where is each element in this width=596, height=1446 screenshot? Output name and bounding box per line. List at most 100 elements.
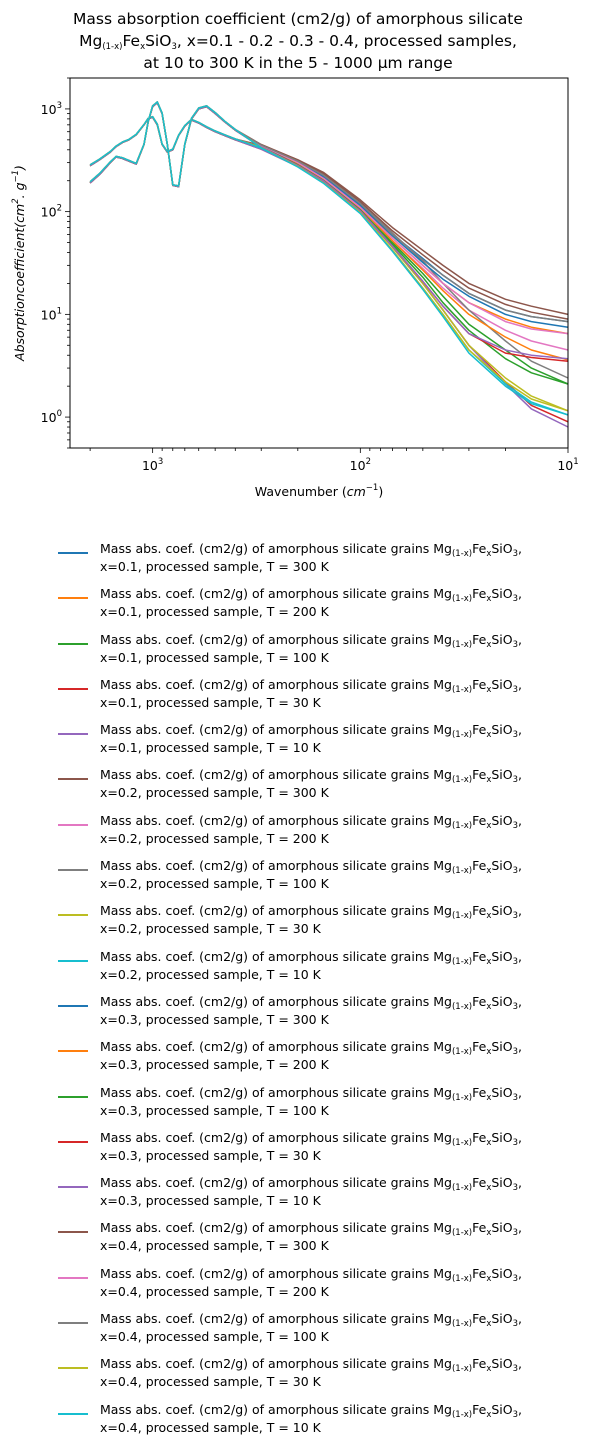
series-line-1 bbox=[90, 117, 568, 321]
legend-item: Mass abs. coef. (cm2/g) of amorphous sil… bbox=[58, 1265, 588, 1310]
legend-label-suffix: x=0.4, processed sample, T = 200 K bbox=[100, 1283, 522, 1301]
series-line-2 bbox=[90, 117, 568, 333]
legend-item: Mass abs. coef. (cm2/g) of amorphous sil… bbox=[58, 1129, 588, 1174]
series-line-3 bbox=[90, 117, 568, 384]
legend-formula: Mg(1-x)FexSiO3, bbox=[433, 632, 522, 647]
legend-formula: Mg(1-x)FexSiO3, bbox=[433, 1266, 522, 1281]
legend-formula: Mg(1-x)FexSiO3, bbox=[433, 586, 522, 601]
legend-swatch bbox=[58, 552, 88, 554]
legend-formula: Mg(1-x)FexSiO3, bbox=[433, 677, 522, 692]
legend-item: Mass abs. coef. (cm2/g) of amorphous sil… bbox=[58, 585, 588, 630]
legend-swatch bbox=[58, 1186, 88, 1188]
legend-formula: Mg(1-x)FexSiO3, bbox=[433, 858, 522, 873]
legend-label: Mass abs. coef. (cm2/g) of amorphous sil… bbox=[100, 902, 522, 938]
legend-item: Mass abs. coef. (cm2/g) of amorphous sil… bbox=[58, 993, 588, 1038]
legend-label-suffix: x=0.4, processed sample, T = 300 K bbox=[100, 1237, 522, 1255]
legend-label: Mass abs. coef. (cm2/g) of amorphous sil… bbox=[100, 812, 522, 848]
legend-label-suffix: x=0.2, processed sample, T = 300 K bbox=[100, 784, 522, 802]
x-tick-label: 101 bbox=[557, 457, 578, 473]
legend-label: Mass abs. coef. (cm2/g) of amorphous sil… bbox=[100, 540, 522, 576]
legend-item: Mass abs. coef. (cm2/g) of amorphous sil… bbox=[58, 1219, 588, 1264]
legend-label-prefix: Mass abs. coef. (cm2/g) of amorphous sil… bbox=[100, 677, 433, 692]
legend-label: Mass abs. coef. (cm2/g) of amorphous sil… bbox=[100, 1310, 522, 1346]
legend-item: Mass abs. coef. (cm2/g) of amorphous sil… bbox=[58, 1084, 588, 1129]
y-tick-label: 101 bbox=[41, 306, 62, 322]
legend-label-suffix: x=0.2, processed sample, T = 200 K bbox=[100, 830, 522, 848]
legend-label: Mass abs. coef. (cm2/g) of amorphous sil… bbox=[100, 857, 522, 893]
legend-label-prefix: Mass abs. coef. (cm2/g) of amorphous sil… bbox=[100, 1266, 433, 1281]
legend-item: Mass abs. coef. (cm2/g) of amorphous sil… bbox=[58, 631, 588, 676]
legend-label-prefix: Mass abs. coef. (cm2/g) of amorphous sil… bbox=[100, 632, 433, 647]
legend-swatch bbox=[58, 1277, 88, 1279]
legend-label-prefix: Mass abs. coef. (cm2/g) of amorphous sil… bbox=[100, 1220, 433, 1235]
y-axis-ticks: 100 101 102 103 bbox=[41, 78, 70, 448]
series-lines bbox=[90, 102, 568, 427]
legend-label: Mass abs. coef. (cm2/g) of amorphous sil… bbox=[100, 1401, 522, 1437]
legend-label-prefix: Mass abs. coef. (cm2/g) of amorphous sil… bbox=[100, 858, 433, 873]
legend-label-suffix: x=0.3, processed sample, T = 300 K bbox=[100, 1011, 522, 1029]
legend-swatch bbox=[58, 1367, 88, 1369]
legend-label-prefix: Mass abs. coef. (cm2/g) of amorphous sil… bbox=[100, 586, 433, 601]
series-line-17 bbox=[90, 102, 568, 334]
legend-swatch bbox=[58, 824, 88, 826]
series-line-11 bbox=[90, 103, 568, 328]
legend-formula: Mg(1-x)FexSiO3, bbox=[433, 722, 522, 737]
plot-frame bbox=[70, 78, 568, 448]
series-line-18 bbox=[90, 102, 568, 322]
legend-label-suffix: x=0.3, processed sample, T = 200 K bbox=[100, 1056, 522, 1074]
legend-formula: Mg(1-x)FexSiO3, bbox=[433, 1130, 522, 1145]
legend-label-prefix: Mass abs. coef. (cm2/g) of amorphous sil… bbox=[100, 903, 433, 918]
legend-label: Mass abs. coef. (cm2/g) of amorphous sil… bbox=[100, 1174, 522, 1210]
legend-label-prefix: Mass abs. coef. (cm2/g) of amorphous sil… bbox=[100, 1130, 433, 1145]
series-line-9 bbox=[90, 117, 568, 411]
legend-label-prefix: Mass abs. coef. (cm2/g) of amorphous sil… bbox=[100, 1175, 433, 1190]
legend-item: Mass abs. coef. (cm2/g) of amorphous sil… bbox=[58, 812, 588, 857]
legend-formula: Mg(1-x)FexSiO3, bbox=[433, 1402, 522, 1417]
legend-label: Mass abs. coef. (cm2/g) of amorphous sil… bbox=[100, 631, 522, 667]
legend-label-prefix: Mass abs. coef. (cm2/g) of amorphous sil… bbox=[100, 813, 433, 828]
legend-label-prefix: Mass abs. coef. (cm2/g) of amorphous sil… bbox=[100, 1039, 433, 1054]
legend-label-suffix: x=0.2, processed sample, T = 10 K bbox=[100, 966, 522, 984]
legend-item: Mass abs. coef. (cm2/g) of amorphous sil… bbox=[58, 721, 588, 766]
y-tick-label: 103 bbox=[41, 101, 62, 117]
legend-label-suffix: x=0.3, processed sample, T = 10 K bbox=[100, 1192, 522, 1210]
legend-label-suffix: x=0.1, processed sample, T = 200 K bbox=[100, 603, 522, 621]
x-tick-label: 103 bbox=[142, 457, 163, 473]
legend-swatch bbox=[58, 597, 88, 599]
series-line-5 bbox=[90, 117, 568, 427]
x-axis-ticks: 103 102 101 bbox=[90, 448, 579, 473]
y-axis-label: Absorptioncoefficient(cm2. g−1) bbox=[11, 165, 27, 362]
legend: Mass abs. coef. (cm2/g) of amorphous sil… bbox=[58, 540, 588, 1446]
series-line-16 bbox=[90, 102, 568, 319]
legend-formula: Mg(1-x)FexSiO3, bbox=[433, 949, 522, 964]
legend-formula: Mg(1-x)FexSiO3, bbox=[433, 541, 522, 556]
legend-label-prefix: Mass abs. coef. (cm2/g) of amorphous sil… bbox=[100, 1356, 433, 1371]
legend-label: Mass abs. coef. (cm2/g) of amorphous sil… bbox=[100, 766, 522, 802]
legend-formula: Mg(1-x)FexSiO3, bbox=[433, 1220, 522, 1235]
legend-label-suffix: x=0.1, processed sample, T = 100 K bbox=[100, 649, 522, 667]
legend-label-prefix: Mass abs. coef. (cm2/g) of amorphous sil… bbox=[100, 722, 433, 737]
legend-label-prefix: Mass abs. coef. (cm2/g) of amorphous sil… bbox=[100, 541, 433, 556]
legend-swatch bbox=[58, 1322, 88, 1324]
legend-label: Mass abs. coef. (cm2/g) of amorphous sil… bbox=[100, 721, 522, 757]
legend-item: Mass abs. coef. (cm2/g) of amorphous sil… bbox=[58, 676, 588, 721]
series-line-6 bbox=[90, 117, 568, 315]
legend-swatch bbox=[58, 869, 88, 871]
legend-label-suffix: x=0.3, processed sample, T = 30 K bbox=[100, 1147, 522, 1165]
legend-swatch bbox=[58, 960, 88, 962]
legend-item: Mass abs. coef. (cm2/g) of amorphous sil… bbox=[58, 1355, 588, 1400]
legend-item: Mass abs. coef. (cm2/g) of amorphous sil… bbox=[58, 1174, 588, 1219]
legend-label: Mass abs. coef. (cm2/g) of amorphous sil… bbox=[100, 1265, 522, 1301]
legend-swatch bbox=[58, 733, 88, 735]
legend-label: Mass abs. coef. (cm2/g) of amorphous sil… bbox=[100, 1355, 522, 1391]
legend-label-prefix: Mass abs. coef. (cm2/g) of amorphous sil… bbox=[100, 1402, 433, 1417]
legend-label-prefix: Mass abs. coef. (cm2/g) of amorphous sil… bbox=[100, 1085, 433, 1100]
legend-item: Mass abs. coef. (cm2/g) of amorphous sil… bbox=[58, 948, 588, 993]
legend-swatch bbox=[58, 914, 88, 916]
legend-swatch bbox=[58, 1050, 88, 1052]
legend-item: Mass abs. coef. (cm2/g) of amorphous sil… bbox=[58, 1310, 588, 1355]
legend-swatch bbox=[58, 643, 88, 645]
legend-swatch bbox=[58, 1141, 88, 1143]
legend-item: Mass abs. coef. (cm2/g) of amorphous sil… bbox=[58, 1038, 588, 1083]
legend-label-suffix: x=0.2, processed sample, T = 100 K bbox=[100, 875, 522, 893]
